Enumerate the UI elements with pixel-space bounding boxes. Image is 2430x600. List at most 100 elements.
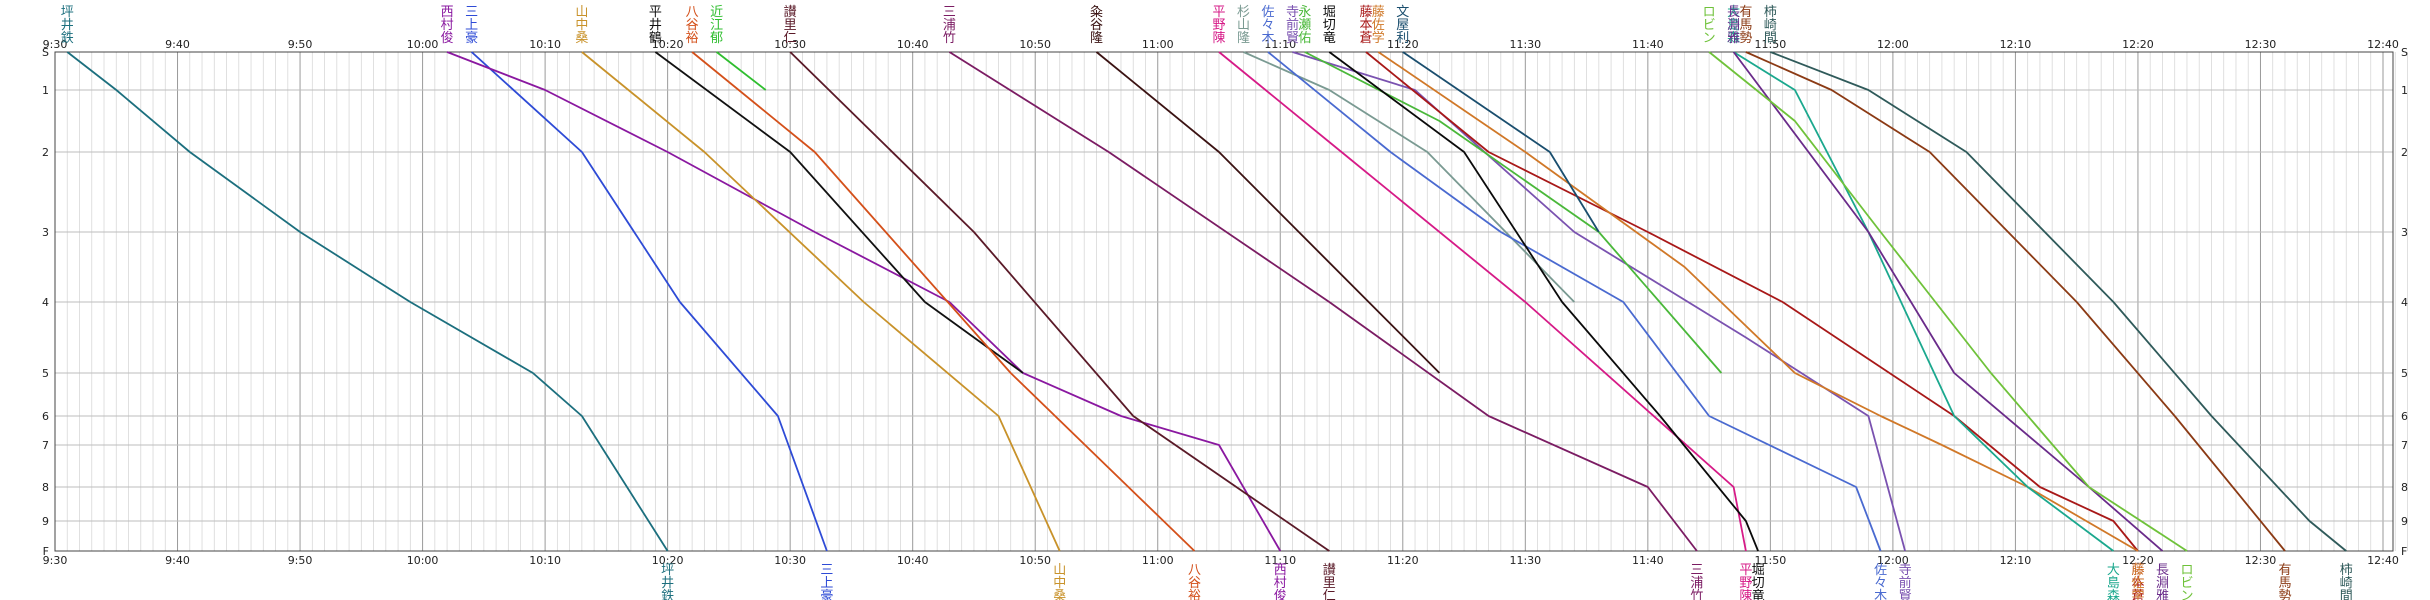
- runner-start-label: 山中桑: [575, 5, 588, 46]
- time-tick-top: 11:50: [1755, 38, 1787, 51]
- runner-end-label: 藤本蒼: [2131, 563, 2144, 600]
- svg-text:谷: 谷: [1090, 18, 1103, 33]
- runner-end-label: 有馬勢: [2278, 563, 2291, 600]
- time-tick-bottom: 11:00: [1142, 554, 1174, 567]
- time-tick-top: 11:00: [1142, 38, 1174, 51]
- svg-text:佐: 佐: [1874, 563, 1887, 578]
- svg-text:佐: 佐: [2131, 576, 2144, 591]
- svg-text:木: 木: [1874, 589, 1887, 600]
- svg-text:西: 西: [1274, 563, 1287, 578]
- runner-start-label: 寺前賢: [1286, 5, 1299, 46]
- station-label-right: 8: [2401, 481, 2408, 494]
- svg-text:前: 前: [1899, 575, 1912, 591]
- station-label-left: 4: [42, 296, 49, 309]
- station-label-left: 8: [42, 481, 49, 494]
- svg-text:西: 西: [441, 5, 454, 20]
- svg-text:馬: 馬: [1739, 18, 1752, 33]
- series-line: [1708, 51, 2188, 552]
- time-tick-bottom: 12:10: [2000, 554, 2032, 567]
- time-tick-top: 9:40: [165, 38, 190, 51]
- runner-end-label: 坪井鉄: [661, 563, 674, 600]
- time-tick-bottom: 10:30: [774, 554, 806, 567]
- series-lines: [66, 51, 2347, 552]
- svg-text:野: 野: [1212, 18, 1225, 33]
- svg-text:淵: 淵: [1727, 18, 1740, 33]
- time-tick-bottom: 9:50: [288, 554, 313, 567]
- svg-text:長: 長: [1727, 5, 1740, 20]
- svg-text:陳: 陳: [1739, 589, 1752, 600]
- svg-text:谷: 谷: [1188, 576, 1201, 591]
- svg-text:寺: 寺: [1286, 5, 1299, 20]
- time-tick-bottom: 11:30: [1509, 554, 1541, 567]
- series-line: [1243, 51, 1575, 303]
- time-tick-bottom: 12:00: [1877, 554, 1909, 567]
- svg-text:藤: 藤: [2131, 563, 2144, 578]
- series-line: [1402, 51, 1600, 233]
- station-label-right: 1: [2401, 84, 2408, 97]
- time-tick-bottom: 11:50: [1755, 554, 1787, 567]
- station-label-right: 4: [2401, 296, 2408, 309]
- series-line: [1770, 51, 2347, 552]
- svg-text:平: 平: [1212, 5, 1225, 20]
- runner-end-label: 長淵雅: [2156, 563, 2169, 600]
- plot-frame: [54, 51, 2394, 552]
- svg-text:桑: 桑: [1053, 589, 1066, 600]
- time-tick-top: 12:00: [1877, 38, 1909, 51]
- svg-text:粂: 粂: [1090, 5, 1103, 20]
- series-line: [1095, 51, 1441, 374]
- runner-start-label: ロビン: [1703, 5, 1716, 46]
- svg-text:俊: 俊: [441, 31, 454, 46]
- svg-text:々: 々: [1874, 576, 1887, 591]
- station-label-left: F: [43, 545, 49, 558]
- svg-text:豪: 豪: [820, 588, 833, 600]
- svg-text:学: 学: [2131, 588, 2144, 600]
- svg-text:屋: 屋: [1396, 18, 1409, 33]
- runner-start-label: 藤本蒼: [1360, 5, 1373, 46]
- series-line: [654, 51, 1024, 374]
- svg-text:森: 森: [2107, 589, 2120, 600]
- svg-text:ロ: ロ: [2180, 563, 2193, 578]
- runner-start-label: 佐々木: [1262, 5, 1275, 46]
- svg-text:裕: 裕: [686, 31, 699, 46]
- station-label-left: 1: [42, 84, 49, 97]
- station-label-right: F: [2401, 545, 2407, 558]
- svg-text:大: 大: [1727, 5, 1740, 20]
- time-tick-bottom: 11:20: [1387, 554, 1419, 567]
- station-label-left: 3: [42, 226, 49, 239]
- runner-end-label: 柿崎間: [2340, 562, 2353, 600]
- time-tick-bottom: 10:10: [529, 554, 561, 567]
- series-line: [1745, 51, 2286, 552]
- runner-start-label: 文屋利: [1396, 5, 1409, 46]
- series-line: [789, 51, 1330, 552]
- series-line: [716, 51, 767, 91]
- svg-text:平: 平: [649, 5, 662, 20]
- series-line: [1365, 51, 2139, 552]
- svg-text:柿: 柿: [2340, 562, 2353, 578]
- svg-text:村: 村: [1274, 576, 1287, 591]
- time-tick-top: 10:30: [774, 38, 806, 51]
- runner-end-label: 堀切竜: [1752, 563, 1765, 600]
- svg-text:島: 島: [1727, 18, 1740, 33]
- svg-text:ビ: ビ: [1703, 18, 1716, 33]
- runner-start-label: 有馬勢: [1739, 5, 1752, 46]
- runner-start-label: 堀切竜: [1323, 5, 1336, 46]
- svg-text:讃: 讃: [1323, 563, 1336, 578]
- svg-text:谷: 谷: [686, 18, 699, 33]
- station-label-left: 2: [42, 146, 49, 159]
- svg-text:淵: 淵: [2156, 576, 2169, 591]
- svg-text:三: 三: [943, 5, 956, 20]
- series-line: [1733, 51, 2114, 552]
- svg-text:三: 三: [820, 563, 833, 578]
- svg-text:上: 上: [820, 576, 833, 591]
- runner-end-label: 八谷裕: [1188, 563, 1201, 600]
- svg-text:浦: 浦: [1690, 576, 1703, 591]
- svg-text:村: 村: [441, 18, 454, 33]
- runner-end-label: 讃里仁: [1323, 563, 1336, 600]
- time-tick-bottom: 12:30: [2245, 554, 2277, 567]
- runner-start-label: 柿崎間: [1764, 4, 1777, 46]
- series-line: [66, 51, 669, 552]
- station-label-right: 3: [2401, 226, 2408, 239]
- station-label-right: S: [2401, 46, 2408, 59]
- runner-start-label: 藤佐学: [1372, 5, 1385, 46]
- series-line: [1292, 51, 1906, 552]
